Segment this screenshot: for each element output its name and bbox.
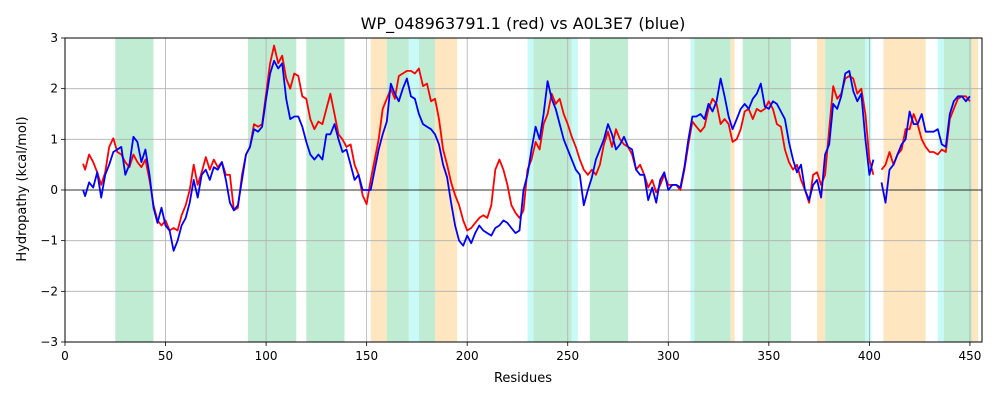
series-line-1 <box>82 59 971 252</box>
x-tick-label-1: 50 <box>158 349 173 363</box>
x-tick-label-6: 300 <box>657 349 680 363</box>
y-tick-label-1: −2 <box>40 284 58 298</box>
y-tick-label-6: 3 <box>50 31 58 45</box>
x-tick-label-9: 450 <box>958 349 981 363</box>
x-axis-label: Residues <box>494 371 552 386</box>
y-tick-label-5: 2 <box>50 82 58 96</box>
x-tick-label-5: 250 <box>556 349 579 363</box>
y-axis-ticks: −3 −2 −1 0 1 2 3 <box>40 31 65 349</box>
series-lines <box>82 44 971 252</box>
x-tick-label-7: 350 <box>757 349 780 363</box>
x-tick-label-4: 200 <box>456 349 479 363</box>
y-tick-label-3: 0 <box>50 183 58 197</box>
y-tick-label-0: −3 <box>40 335 58 349</box>
chart-title: WP_048963791.1 (red) vs A0L3E7 (blue) <box>361 14 686 34</box>
x-tick-label-2: 100 <box>255 349 278 363</box>
x-tick-label-3: 150 <box>355 349 378 363</box>
x-tick-label-0: 0 <box>61 349 69 363</box>
y-tick-label-4: 1 <box>50 132 58 146</box>
y-axis-label: Hydropathy (kcal/mol) <box>15 116 30 261</box>
x-tick-label-8: 400 <box>858 349 881 363</box>
y-tick-label-2: −1 <box>40 234 58 248</box>
x-axis-ticks: 0 50 100 150 200 250 300 350 400 450 <box>61 342 981 363</box>
